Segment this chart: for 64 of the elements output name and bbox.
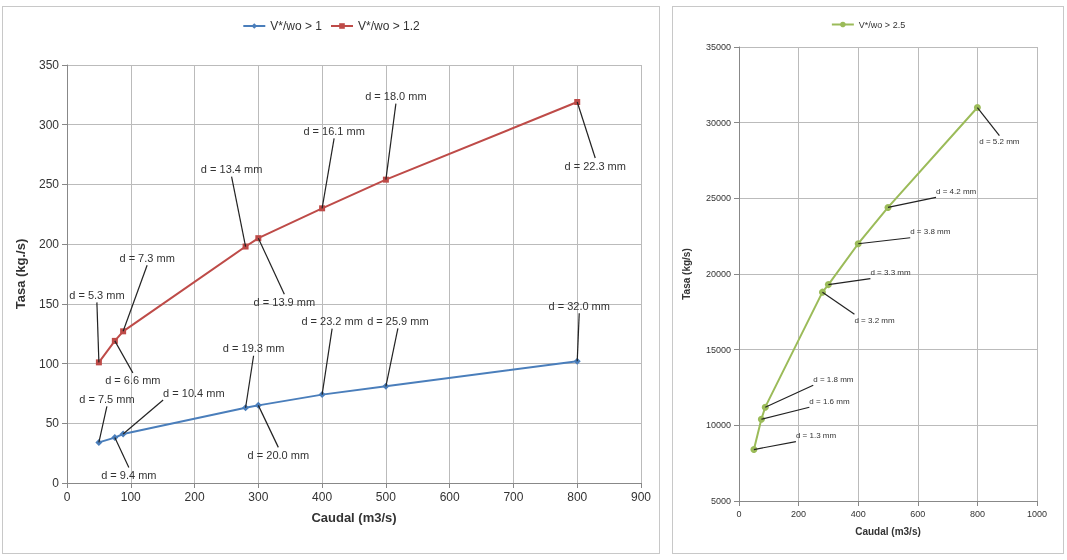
- y-tick-label: 0: [52, 476, 60, 490]
- x-tick-label: 1000: [1026, 508, 1048, 519]
- annotation: d = 16.1 mm: [303, 124, 365, 137]
- annotation: d = 13.9 mm: [253, 295, 316, 308]
- annotation: d = 3.2 mm: [854, 315, 896, 325]
- y-axis-title: Tasa (kg./s): [13, 238, 28, 310]
- y-tick-label: 35000: [705, 42, 731, 52]
- annotation: d = 19.3 mm: [222, 342, 285, 355]
- x-tick-label: 200: [791, 508, 807, 519]
- annotation: d = 3.3 mm: [870, 268, 911, 278]
- annotation: d = 9.4 mm: [101, 469, 157, 482]
- x-axis-title: Caudal (m3/s): [311, 510, 397, 525]
- x-tick-label: 400: [312, 490, 333, 504]
- point: [319, 205, 326, 212]
- x-tick-label: 800: [969, 508, 985, 519]
- x-tick-label: 600: [910, 508, 926, 519]
- annotation: d = 3.8 mm: [910, 227, 951, 237]
- x-tick-label: 900: [630, 490, 652, 504]
- annotation: d = 13.4 mm: [200, 163, 263, 176]
- y-tick-label: 10000: [705, 420, 731, 431]
- x-tick-label: 200: [184, 490, 205, 504]
- x-tick-label: 500: [375, 490, 397, 504]
- y-tick-label: 20000: [705, 269, 731, 279]
- y-tick-label: 350: [38, 58, 60, 72]
- x-tick-label: 400: [850, 508, 866, 519]
- annotation: d = 32.0 mm: [548, 299, 610, 312]
- legend-label: V*/wo > 1.2: [358, 19, 421, 33]
- x-tick-label: 0: [736, 508, 742, 519]
- x-tick-label: 0: [63, 490, 71, 504]
- y-tick-label: 25000: [705, 193, 731, 204]
- y-tick-label: 150: [38, 296, 60, 311]
- x-tick-label: 300: [248, 490, 269, 504]
- annotation: d = 25.9 mm: [367, 314, 429, 327]
- x-tick-label: 600: [439, 490, 460, 504]
- annotation: d = 6.6 mm: [105, 374, 161, 387]
- annotation: d = 1.6 mm: [809, 396, 850, 406]
- y-tick-label: 30000: [705, 117, 731, 128]
- y-tick-label: 250: [38, 177, 60, 192]
- y-tick-label: 200: [38, 237, 60, 252]
- y-tick-label: 15000: [705, 344, 731, 355]
- annotation: d = 5.3 mm: [69, 288, 125, 301]
- y-tick-label: 300: [38, 117, 60, 132]
- x-tick-label: 800: [567, 490, 588, 504]
- y-axis-title: Tasa (kg/s): [680, 248, 692, 300]
- annotation: d = 20.0 mm: [247, 448, 310, 461]
- point: [95, 359, 102, 366]
- legend-label: V*/wo > 1: [270, 19, 323, 33]
- annotation: d = 1.8 mm: [813, 374, 854, 384]
- x-axis-title: Caudal (m3/s): [855, 525, 921, 537]
- x-tick-label: 100: [120, 490, 142, 504]
- annotation: d = 23.2 mm: [301, 315, 363, 328]
- annotation: d = 4.2 mm: [936, 186, 977, 196]
- annotation: d = 7.5 mm: [79, 392, 135, 405]
- annotation: d = 1.3 mm: [795, 431, 837, 441]
- annotation: d = 7.3 mm: [119, 251, 175, 264]
- y-tick-label: 5000: [710, 496, 731, 506]
- y-tick-label: 50: [45, 416, 60, 431]
- y-tick-label: 100: [38, 356, 60, 371]
- annotation: d = 22.3 mm: [564, 159, 626, 172]
- annotation: d = 10.4 mm: [163, 386, 225, 399]
- annotation: d = 18.0 mm: [365, 90, 427, 103]
- x-tick-label: 700: [503, 490, 524, 504]
- legend-label: V*/wo > 2.5: [858, 19, 906, 30]
- annotation: d = 5.2 mm: [979, 137, 1020, 147]
